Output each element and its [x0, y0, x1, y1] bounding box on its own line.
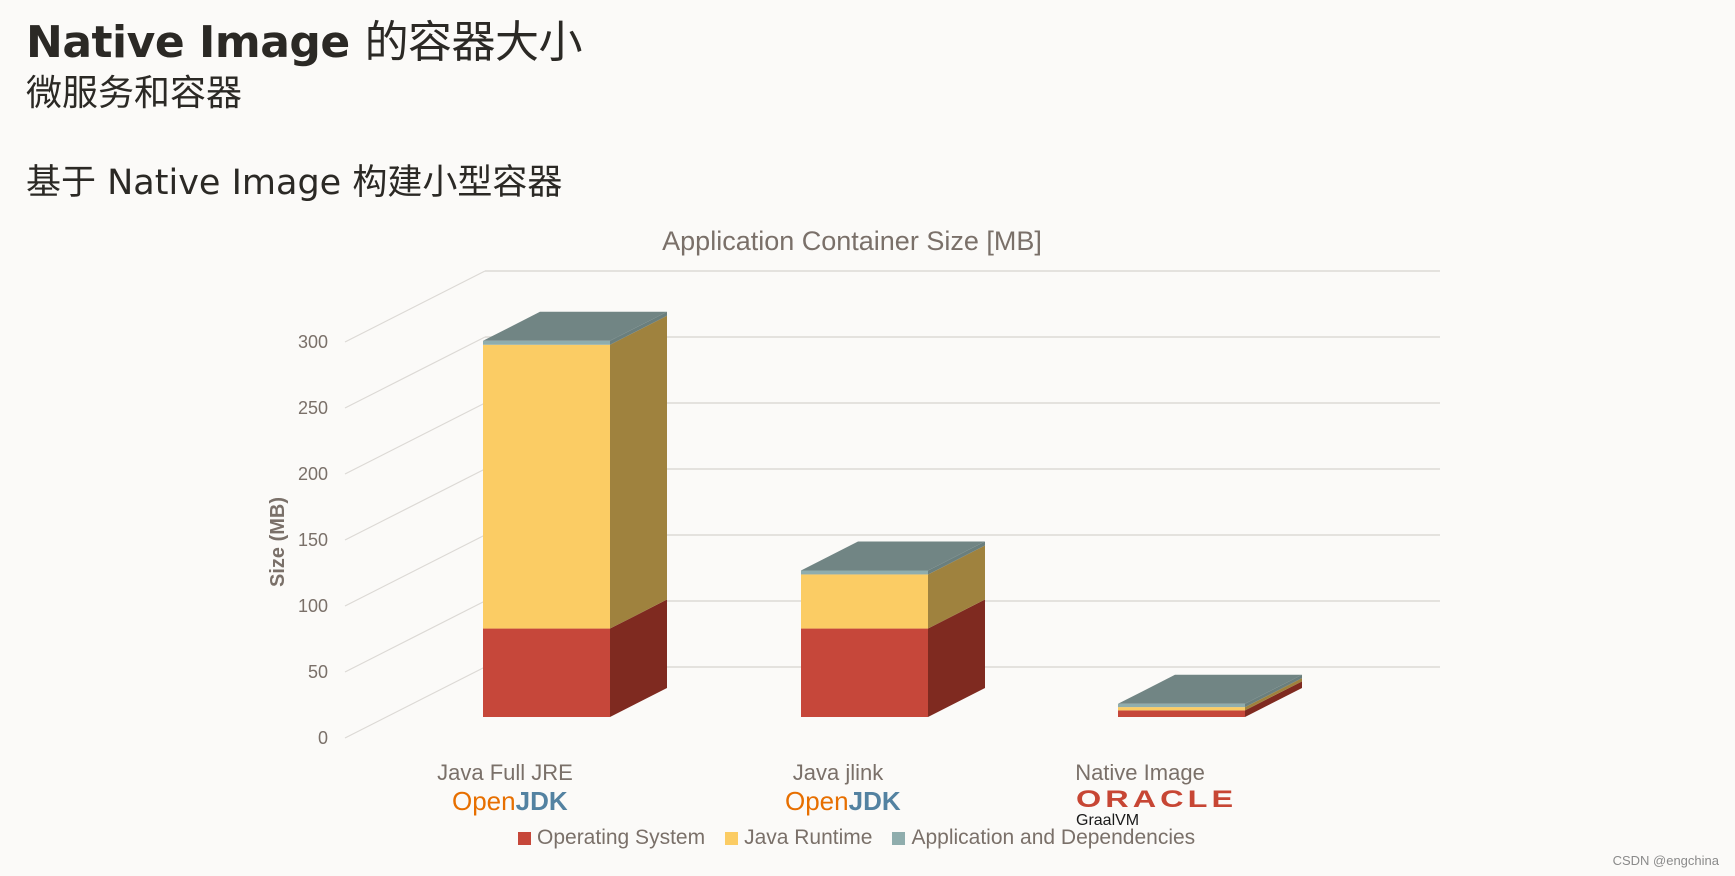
legend-item-os: Operating System [518, 826, 705, 850]
legend-label: Java Runtime [744, 826, 873, 849]
bar-java-jlink [801, 541, 985, 717]
bar-top [1118, 674, 1302, 704]
chart-title: Application Container Size [MB] [662, 226, 1042, 256]
bar-segment [1118, 703, 1245, 708]
bar-segment-side [610, 599, 667, 717]
category-label: Java jlink [792, 760, 884, 785]
bar-segment [483, 340, 610, 345]
bar-segment-side [1245, 678, 1302, 711]
category-label: Native Image [1075, 760, 1205, 785]
y-tick-label: 200 [298, 464, 328, 484]
os-swatch-icon [518, 831, 531, 845]
bar-segment-side [610, 311, 667, 345]
bar-segment-side [928, 599, 985, 717]
y-tick-label: 300 [298, 332, 328, 352]
y-tick-label: 150 [298, 530, 328, 550]
y-axis-ticks: 0 50 100 150 200 250 300 [298, 332, 328, 748]
bar-segment [1118, 707, 1245, 711]
slide-heading: 基于 Native Image 构建小型容器 [26, 163, 563, 203]
category-label: Java Full JRE [437, 760, 573, 785]
openjdk-logo-icon: OpenJDK [452, 786, 568, 816]
slide-title: Native Image 的容器大小 [26, 6, 583, 70]
legend-label: Operating System [537, 826, 706, 849]
y-axis-label: Size (MB) [267, 497, 289, 587]
bar-segment [1118, 710, 1245, 717]
y-tick-label: 100 [298, 596, 328, 616]
legend-item-runtime: Java Runtime [725, 826, 872, 850]
bar-segment-side [610, 315, 667, 629]
bar-top [801, 541, 985, 571]
legend: Operating System Java Runtime Applicatio… [518, 826, 1195, 850]
bar-segment-side [1245, 681, 1302, 717]
watermark: CSDN @engchina [1612, 853, 1719, 868]
oracle-logo-icon: ORACLE [1076, 786, 1238, 813]
bar-top [483, 311, 667, 341]
bar-segment-side [1245, 674, 1302, 708]
slide-subtitle: 微服务和容器 [26, 73, 243, 114]
bar-native-image [1118, 674, 1302, 717]
title-cjk: 的容器大小 [364, 17, 583, 68]
bar-segment [801, 628, 928, 717]
bar-segment-side [928, 541, 985, 575]
bar-segment [801, 574, 928, 629]
bar-segment [801, 570, 928, 575]
y-tick-label: 0 [318, 728, 328, 748]
app-swatch-icon [892, 831, 906, 845]
bars [483, 311, 1302, 717]
title-latin: Native Image [26, 17, 350, 68]
bar-segment [483, 344, 610, 629]
legend-item-app: Application and Dependencies [892, 826, 1195, 850]
openjdk-logo-icon: OpenJDK [785, 786, 901, 816]
legend-label: Application and Dependencies [911, 826, 1196, 849]
y-tick-label: 50 [308, 662, 328, 682]
y-tick-label: 250 [298, 398, 328, 418]
bar-java-full-jre [483, 311, 667, 717]
bar-segment-side [928, 545, 985, 629]
runtime-swatch-icon [725, 831, 739, 845]
graalvm-label: GraalVM [1076, 812, 1140, 829]
bar-segment [483, 628, 610, 717]
